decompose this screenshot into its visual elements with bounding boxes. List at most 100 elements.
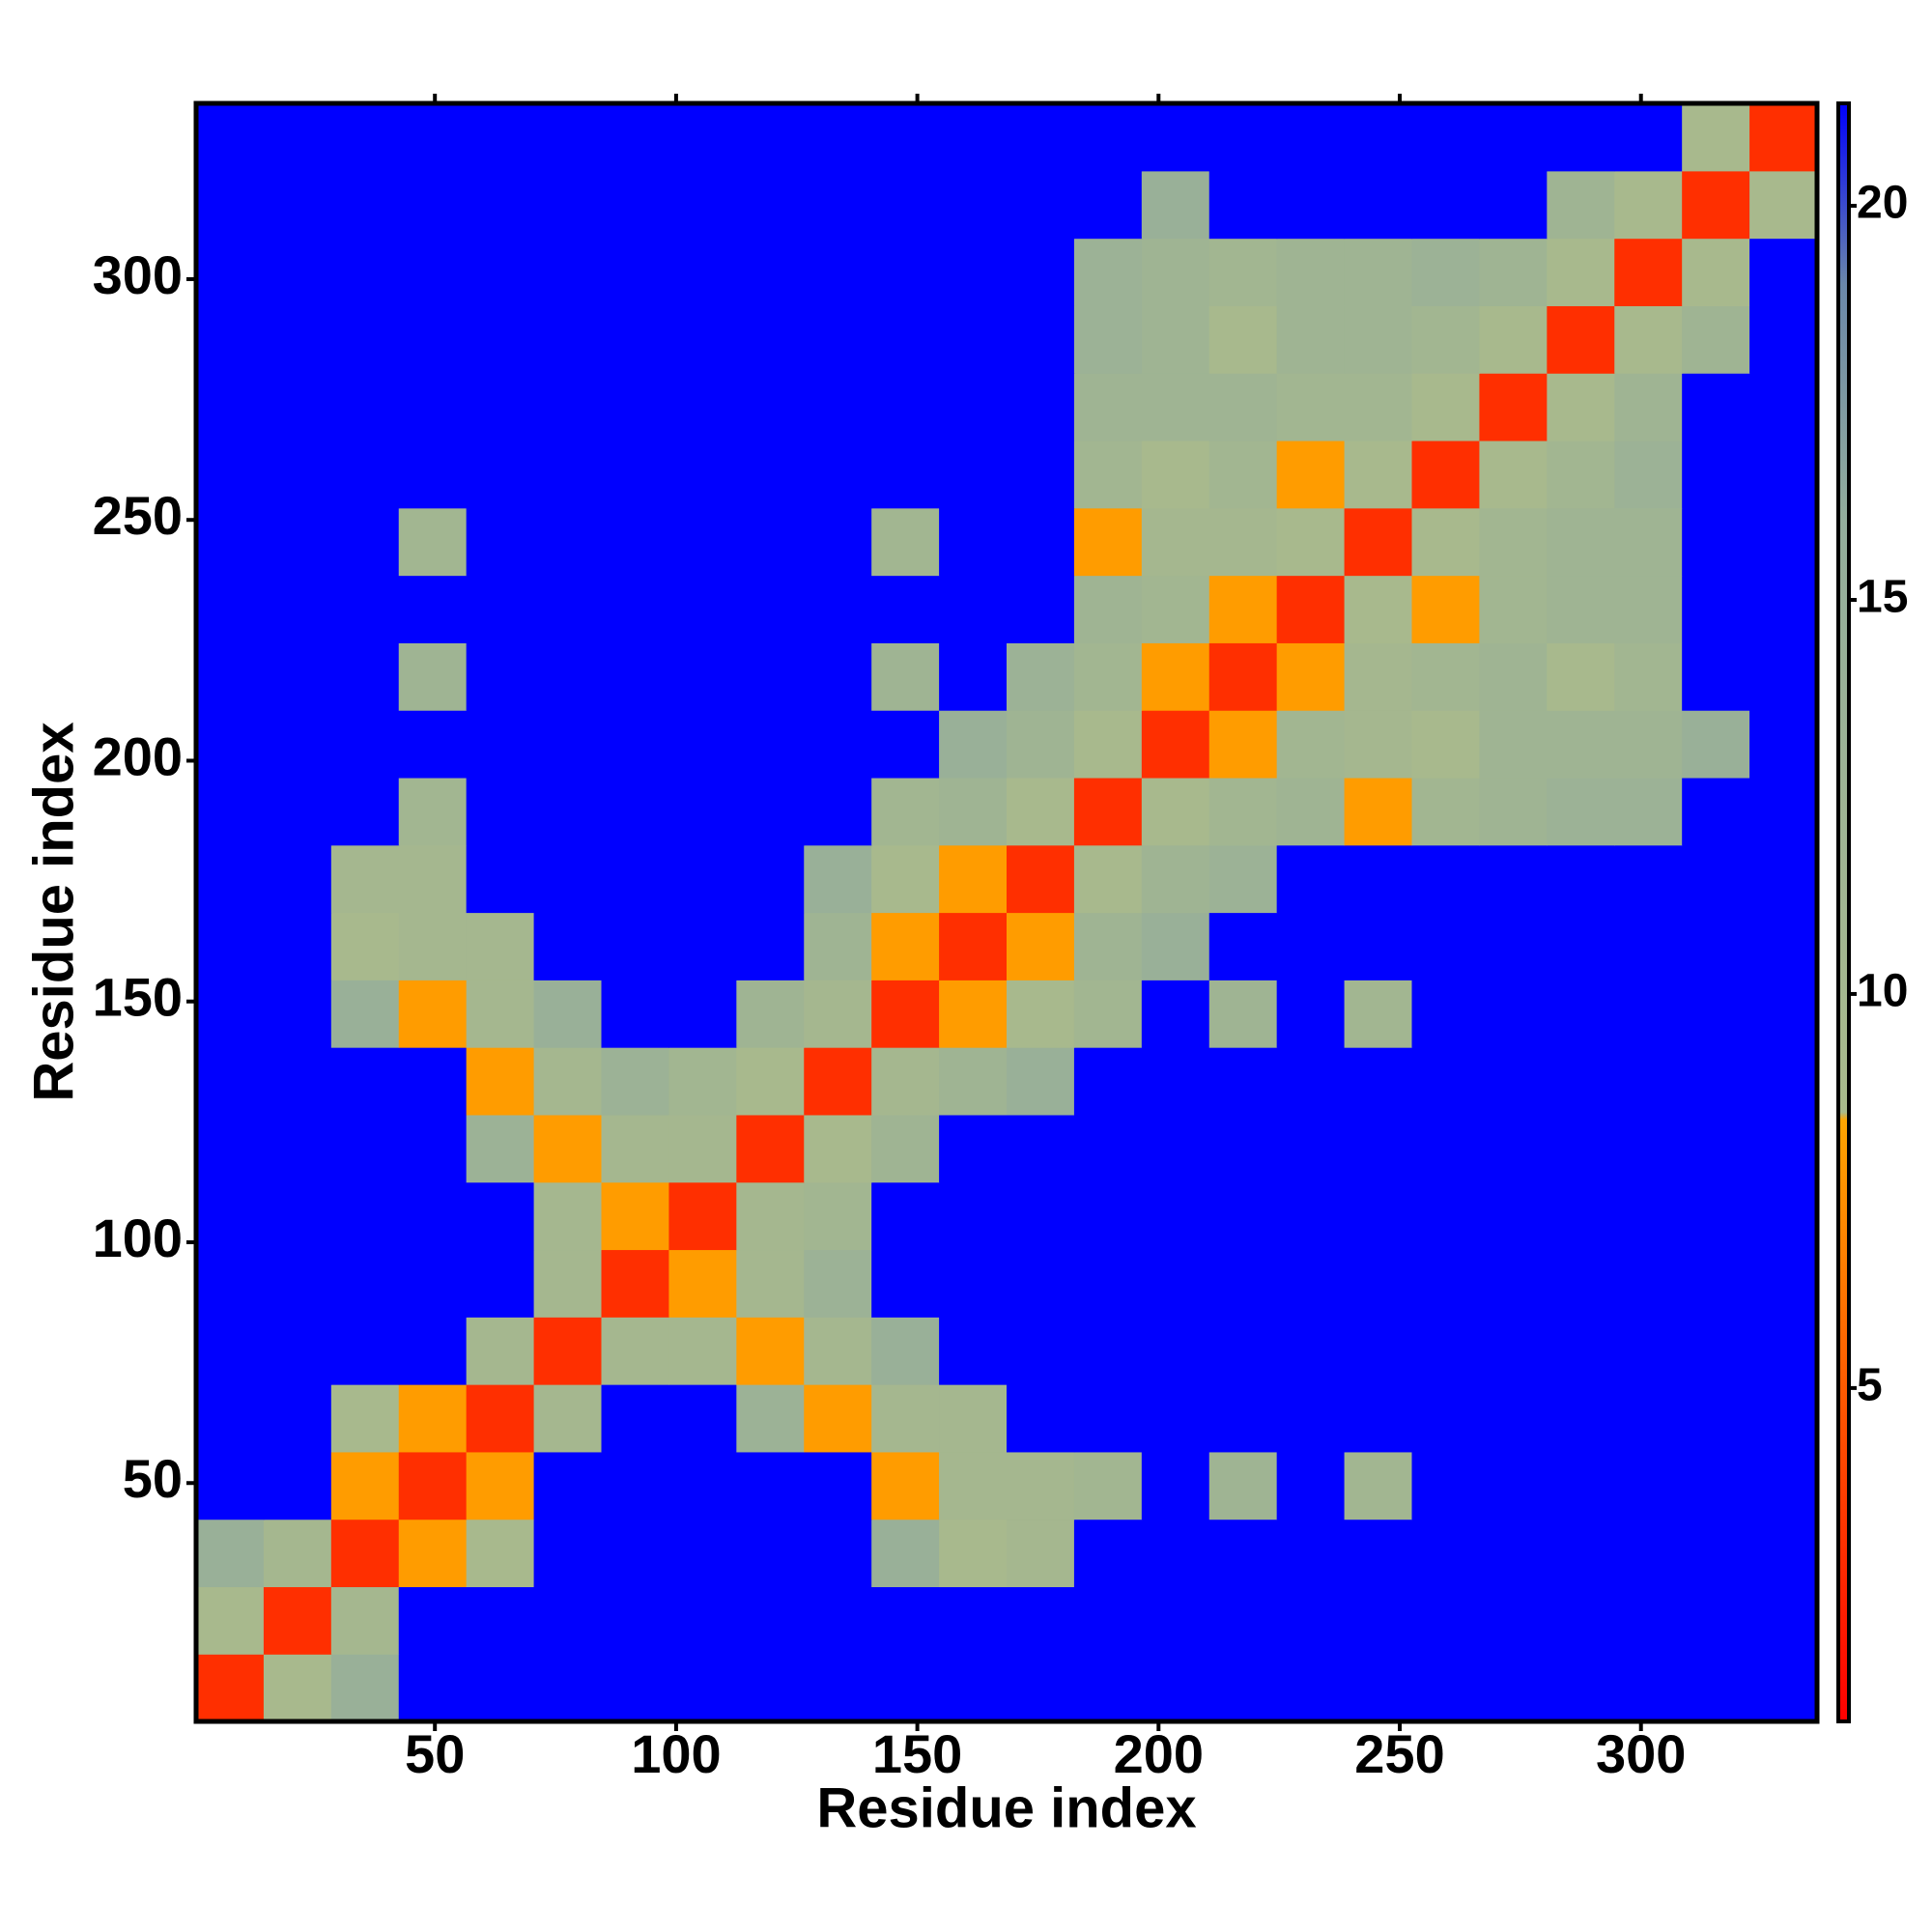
heatmap-cell [804, 1384, 872, 1453]
heatmap-cell [1073, 305, 1143, 374]
heatmap-cell [1411, 170, 1481, 240]
heatmap-cell [601, 373, 670, 441]
heatmap-cell [1547, 1181, 1615, 1251]
heatmap-cell [330, 1114, 400, 1183]
heatmap-cell [1682, 1654, 1750, 1722]
heatmap-cell [1073, 777, 1143, 846]
heatmap-cell [1614, 1047, 1683, 1116]
heatmap-cell [1614, 642, 1683, 711]
heatmap-cell [1344, 373, 1413, 441]
heatmap-cell [533, 777, 603, 846]
heatmap-cell [804, 1181, 872, 1251]
heatmap-cell [1614, 912, 1683, 980]
heatmap-cell [466, 170, 535, 240]
heatmap-cell [1208, 1047, 1278, 1116]
heatmap-cell [263, 1317, 332, 1385]
heatmap-cell [330, 103, 400, 172]
heatmap-cell [1479, 1317, 1548, 1385]
heatmap-cell [939, 1654, 1008, 1722]
heatmap-cell [1479, 1249, 1548, 1318]
heatmap-cell [871, 170, 940, 240]
heatmap-cell [1344, 777, 1413, 846]
heatmap-cell [871, 1519, 940, 1588]
heatmap-cell [1682, 1249, 1750, 1318]
heatmap-cell [1141, 575, 1210, 643]
heatmap-cell [1614, 373, 1683, 441]
heatmap-cell [1208, 1519, 1278, 1588]
heatmap-cell [196, 710, 265, 779]
heatmap-cell [1614, 1114, 1683, 1183]
heatmap-cell [1614, 980, 1683, 1048]
heatmap-cell [736, 1317, 805, 1385]
y-tick-label: 100 [93, 1208, 183, 1268]
heatmap-cell [1276, 1451, 1346, 1520]
heatmap-cell [1547, 575, 1615, 643]
heatmap-cell [601, 1384, 670, 1453]
heatmap-cell [533, 373, 603, 441]
heatmap-cell [1614, 103, 1683, 172]
heatmap-cell [330, 1586, 400, 1655]
heatmap-cell [466, 1586, 535, 1655]
heatmap-cell [871, 1384, 940, 1453]
heatmap-cell [1547, 1317, 1615, 1385]
heatmap-cell [668, 507, 737, 577]
heatmap-cell [1411, 1047, 1481, 1116]
heatmap-cell [871, 440, 940, 509]
heatmap-cell [939, 1317, 1008, 1385]
heatmap-cell [736, 440, 805, 509]
heatmap-cell [263, 1181, 332, 1251]
heatmap-cell [1749, 305, 1818, 374]
heatmap-cell [1411, 305, 1481, 374]
heatmap-cell [1411, 980, 1481, 1048]
heatmap-cell [1141, 710, 1210, 779]
heatmap-cell [466, 777, 535, 846]
heatmap-cell [398, 1047, 468, 1116]
heatmap-cell [939, 710, 1008, 779]
heatmap-cell [736, 1586, 805, 1655]
heatmap-cell [196, 575, 265, 643]
heatmap-cell [1479, 507, 1548, 577]
heatmap-cell [398, 440, 468, 509]
heatmap-cell [601, 980, 670, 1048]
heatmap-cell [1614, 575, 1683, 643]
heatmap-cell [533, 238, 603, 306]
heatmap-cell [1141, 1047, 1210, 1116]
heatmap-cell [330, 1181, 400, 1251]
heatmap-cell [1344, 844, 1413, 914]
heatmap-cell [1411, 1317, 1481, 1385]
heatmap-cell [1411, 912, 1481, 980]
heatmap-cell [330, 507, 400, 577]
heatmap-cell [804, 710, 872, 779]
heatmap-cell [601, 1519, 670, 1588]
colorbar [1836, 101, 1851, 1723]
heatmap-cell [1479, 1114, 1548, 1183]
heatmap-cell [1749, 373, 1818, 441]
heatmap-cell [466, 1317, 535, 1385]
heatmap-cell [1073, 575, 1143, 643]
heatmap-cell [533, 103, 603, 172]
x-tick-label: 100 [631, 1723, 721, 1784]
heatmap-cell [736, 1181, 805, 1251]
heatmap-cell [601, 844, 670, 914]
heatmap-cell [1749, 507, 1818, 577]
heatmap-cell [668, 103, 737, 172]
heatmap-cell [871, 373, 940, 441]
heatmap-cell [1479, 642, 1548, 711]
heatmap-cell [196, 844, 265, 914]
heatmap-cell [263, 1384, 332, 1453]
heatmap-cell [533, 305, 603, 374]
heatmap-cell [1344, 1249, 1413, 1318]
heatmap-cell [196, 777, 265, 846]
heatmap-cell [1682, 103, 1750, 172]
heatmap-cell [398, 1654, 468, 1722]
heatmap-cell [1073, 1249, 1143, 1318]
heatmap-cell [1547, 507, 1615, 577]
heatmap-cell [601, 575, 670, 643]
heatmap-cell [398, 373, 468, 441]
heatmap-cell [804, 440, 872, 509]
heatmap-cell [1749, 103, 1818, 172]
heatmap-cell [1007, 238, 1075, 306]
heatmap-cell [871, 305, 940, 374]
heatmap-cell [330, 710, 400, 779]
